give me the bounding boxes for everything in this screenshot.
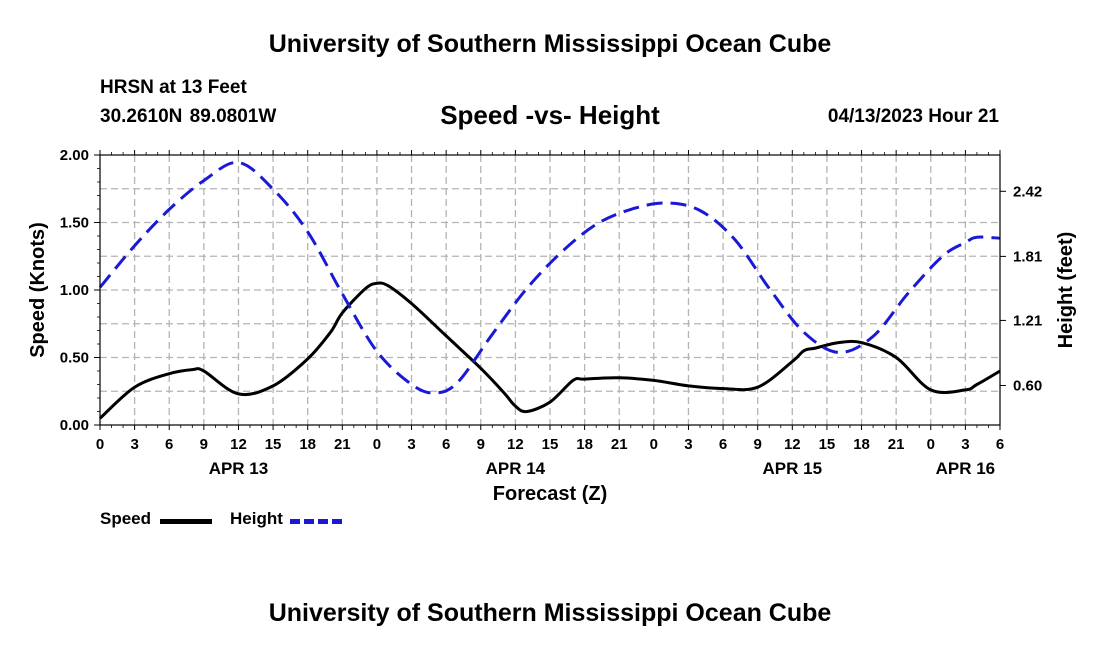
y-tick-label: 2.00 <box>60 147 89 164</box>
y2-axis-label: Height (feet) <box>1055 232 1077 349</box>
x-tick-label: 12 <box>230 436 247 453</box>
y-tick-label: 1.00 <box>60 282 89 299</box>
x-tick-label: 6 <box>442 436 450 453</box>
x-tick-label: 18 <box>853 436 870 453</box>
x-tick-label: 6 <box>996 436 1004 453</box>
legend-item-speed: Speed <box>100 509 151 529</box>
x-tick-label: 3 <box>961 436 969 453</box>
x-axis-label: Forecast (Z) <box>493 483 607 505</box>
x-tick-label: 0 <box>927 436 935 453</box>
series-line-speed <box>98 281 1001 420</box>
date-label: APR 16 <box>936 459 996 478</box>
x-tick-label: 3 <box>130 436 138 453</box>
legend-swatch-height <box>290 519 342 524</box>
main-title: University of Southern Mississippi Ocean… <box>268 30 832 58</box>
y-axis-label: Speed (Knots) <box>27 222 49 358</box>
x-tick-label: 0 <box>650 436 658 453</box>
x-tick-label: 9 <box>477 436 485 453</box>
date-label: APR 15 <box>763 459 823 478</box>
legend-label-height: Height <box>230 509 283 528</box>
footer-title: University of Southern Mississippi Ocean… <box>268 599 832 627</box>
chart-title: Speed -vs- Height <box>440 100 660 130</box>
x-tick-label: 15 <box>542 436 559 453</box>
x-tick-label: 18 <box>576 436 593 453</box>
y-tick-label: 0.50 <box>60 350 89 367</box>
grid <box>100 155 1000 425</box>
series-layer <box>98 160 1001 420</box>
y-tick-label: 0.00 <box>60 417 89 434</box>
x-tick-label: 9 <box>200 436 208 453</box>
x-tick-label: 15 <box>265 436 282 453</box>
legend-label-speed: Speed <box>100 509 152 528</box>
legend-item-height: Height <box>230 509 283 529</box>
forecast-datetime: 04/13/2023 Hour 21 <box>827 106 999 127</box>
x-tick-label: 6 <box>165 436 173 453</box>
x-tick-label: 15 <box>819 436 836 453</box>
y2-tick-label: 1.21 <box>1013 312 1042 329</box>
station-label: HRSN at 13 Feet <box>100 77 247 98</box>
y2-tick-label: 0.60 <box>1013 378 1042 395</box>
x-tick-label: 6 <box>719 436 727 453</box>
x-tick-label: 0 <box>96 436 104 453</box>
station-coordinates: 30.2610N 89.0801W <box>100 106 277 127</box>
legend-swatch-speed <box>160 519 212 524</box>
y2-tick-label: 1.81 <box>1013 248 1042 265</box>
x-tick-label: 0 <box>373 436 381 453</box>
date-label: APR 13 <box>209 459 269 478</box>
x-tick-label: 3 <box>684 436 692 453</box>
x-tick-label: 18 <box>299 436 316 453</box>
x-tick-label: 21 <box>888 436 905 453</box>
y-tick-label: 1.50 <box>60 215 89 232</box>
x-tick-label: 21 <box>334 436 351 453</box>
series-line-height <box>98 160 1001 395</box>
y2-tick-label: 2.42 <box>1013 183 1042 200</box>
x-tick-label: 9 <box>754 436 762 453</box>
x-tick-label: 21 <box>611 436 628 453</box>
axis-ticks: 0 3 6 9 12 15 18 21 0 3 6 9 12 15 18 21 0 3 6 9 12 15 18 21 0 3 6A… <box>60 147 1042 478</box>
x-tick-label: 12 <box>784 436 801 453</box>
x-tick-label: 12 <box>507 436 524 453</box>
date-label: APR 14 <box>486 459 546 478</box>
x-tick-label: 3 <box>407 436 415 453</box>
